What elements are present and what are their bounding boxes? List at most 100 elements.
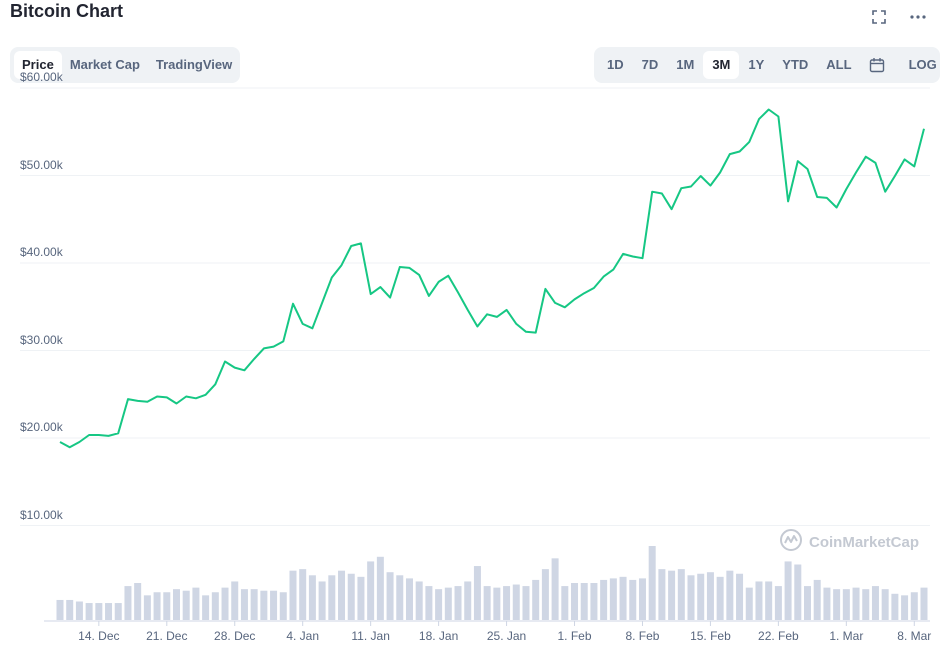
volume-bar — [901, 595, 909, 620]
volume-bar — [862, 589, 870, 620]
volume-bar — [726, 570, 734, 620]
range-ytd[interactable]: YTD — [782, 57, 809, 72]
more-horizontal-icon[interactable] — [907, 6, 929, 28]
volume-bar — [357, 576, 365, 620]
volume-bar — [668, 570, 676, 620]
volume-bar — [299, 569, 307, 620]
volume-bar — [308, 575, 316, 620]
volume-bar — [211, 592, 219, 620]
x-tick-label: 25. Jan — [486, 629, 527, 643]
range-1d[interactable]: 1D — [607, 57, 624, 72]
volume-bar — [512, 584, 520, 620]
volume-bar — [648, 546, 656, 620]
volume-bar — [638, 578, 646, 620]
volume-bar — [609, 578, 617, 620]
volume-bar — [551, 558, 559, 620]
volume-bar — [454, 586, 462, 620]
view-tabs: Price Market Cap TradingView — [10, 47, 240, 83]
volume-bar — [697, 573, 705, 620]
volume-bar — [774, 586, 782, 620]
volume-bar — [289, 570, 297, 620]
volume-bar — [503, 586, 511, 620]
volume-bar — [493, 587, 501, 620]
volume-bar — [852, 587, 860, 620]
range-7d[interactable]: 7D — [641, 57, 659, 72]
price-series-line — [59, 108, 925, 449]
volume-bar — [56, 599, 64, 620]
tab-price[interactable]: Price — [14, 51, 62, 79]
volume-bar — [571, 583, 579, 620]
volume-bar — [124, 586, 132, 620]
y-tick-label: $60.00k — [20, 70, 63, 84]
volume-bar — [813, 579, 821, 620]
watermark-text: CoinMarketCap — [809, 533, 920, 551]
range-3m[interactable]: 3M — [703, 51, 740, 79]
volume-bar — [794, 564, 802, 620]
volume-bar — [910, 592, 918, 620]
volume-bar — [134, 583, 142, 620]
volume-bar — [464, 581, 472, 620]
y-tick-label: $20.00k — [20, 420, 63, 434]
volume-bar — [619, 576, 627, 620]
volume-bar — [842, 589, 850, 620]
x-tick-label: 8. Mar — [897, 629, 932, 643]
volume-bar — [376, 556, 384, 620]
volume-bar — [250, 589, 258, 620]
range-all[interactable]: ALL — [826, 57, 852, 72]
volume-bar — [396, 575, 404, 620]
volume-bar — [270, 590, 278, 620]
range-1m[interactable]: 1M — [676, 57, 695, 72]
volume-bar — [192, 587, 200, 620]
volume-bar — [629, 579, 637, 620]
volume-bar — [386, 572, 394, 620]
fullscreen-icon[interactable] — [868, 6, 890, 28]
volume-bar — [279, 592, 287, 620]
volume-bar — [765, 581, 773, 620]
volume-bar — [221, 587, 229, 620]
volume-bar — [143, 595, 151, 620]
volume-bar — [444, 587, 452, 620]
x-tick-label: 28. Dec — [214, 629, 256, 643]
volume-bar — [85, 603, 93, 620]
volume-bar — [473, 566, 481, 620]
volume-bar — [415, 581, 423, 620]
volume-bar — [716, 576, 724, 620]
volume-bar — [240, 589, 248, 620]
volume-bar — [347, 573, 355, 620]
x-tick-label: 1. Mar — [829, 629, 864, 643]
volume-bar — [687, 575, 695, 620]
volume-bar — [784, 561, 792, 620]
y-tick-label: $30.00k — [20, 332, 63, 347]
volume-bar — [153, 592, 161, 620]
volume-bar — [75, 601, 83, 620]
calendar-icon[interactable] — [861, 51, 893, 79]
volume-bar — [405, 578, 413, 620]
tab-market-cap[interactable]: Market Cap — [69, 57, 140, 72]
volume-bar — [561, 586, 569, 620]
volume-bar — [367, 561, 375, 620]
range-1y[interactable]: 1Y — [748, 57, 765, 72]
x-tick-label: 15. Feb — [690, 629, 731, 643]
tab-tradingview[interactable]: TradingView — [155, 57, 233, 72]
volume-bar — [95, 603, 103, 620]
x-tick-label: 1. Feb — [557, 629, 592, 643]
x-tick-label: 8. Feb — [625, 629, 660, 643]
volume-bar — [833, 589, 841, 620]
x-tick-label: 11. Jan — [351, 629, 390, 643]
volume-bar — [318, 581, 326, 620]
volume-bar — [755, 581, 763, 620]
volume-bar — [182, 590, 190, 620]
volume-bar — [522, 586, 530, 620]
volume-bar — [590, 583, 598, 620]
volume-bar — [804, 586, 812, 620]
y-tick-label: $10.00k — [20, 507, 63, 522]
volume-bar — [66, 599, 74, 620]
watermark: CoinMarketCap — [779, 528, 919, 556]
volume-bar — [114, 603, 122, 620]
volume-bar — [706, 572, 714, 620]
x-tick-label: 14. Dec — [78, 629, 120, 643]
page-title: Bitcoin Chart — [10, 1, 124, 21]
log-scale-toggle[interactable]: LOG — [908, 57, 937, 72]
x-tick-label: 22. Feb — [758, 629, 799, 643]
